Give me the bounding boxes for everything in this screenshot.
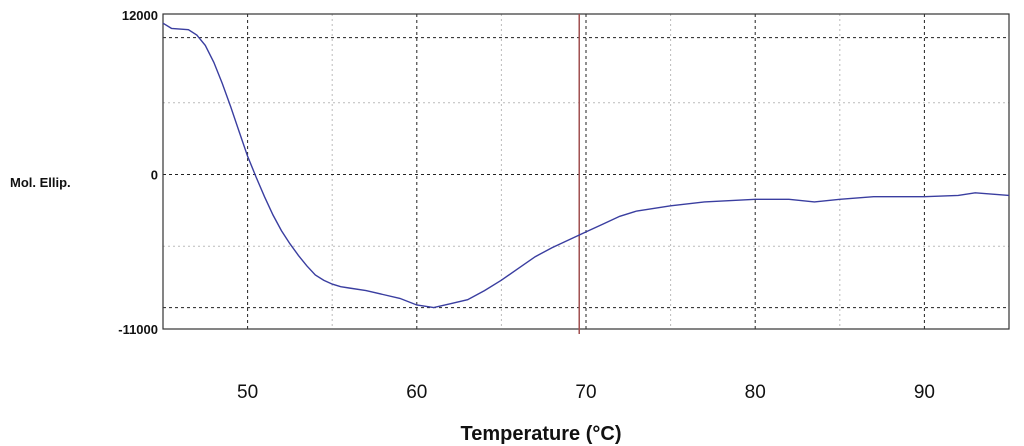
grid-minor xyxy=(163,14,1009,329)
x-axis-title: Temperature (°C) xyxy=(461,423,622,445)
y-tick-label: 0 xyxy=(151,168,158,183)
x-tick-label: 70 xyxy=(575,382,596,403)
y-tick-label: 12000 xyxy=(122,8,158,23)
y-tick-labels: 12000 0 -11000 xyxy=(118,8,158,337)
x-tick-label: 50 xyxy=(237,382,258,403)
series-line xyxy=(162,22,1010,309)
x-tick-label: 60 xyxy=(406,382,427,403)
grid-major xyxy=(163,14,1009,329)
x-tick-label: 90 xyxy=(914,382,935,403)
plot-frame xyxy=(162,13,1010,330)
x-tick-labels: 50 60 70 80 90 xyxy=(237,382,935,403)
y-axis-title: Mol. Ellip. xyxy=(10,175,71,190)
y-tick-label: -11000 xyxy=(118,322,158,337)
x-tick-label: 80 xyxy=(745,382,766,403)
